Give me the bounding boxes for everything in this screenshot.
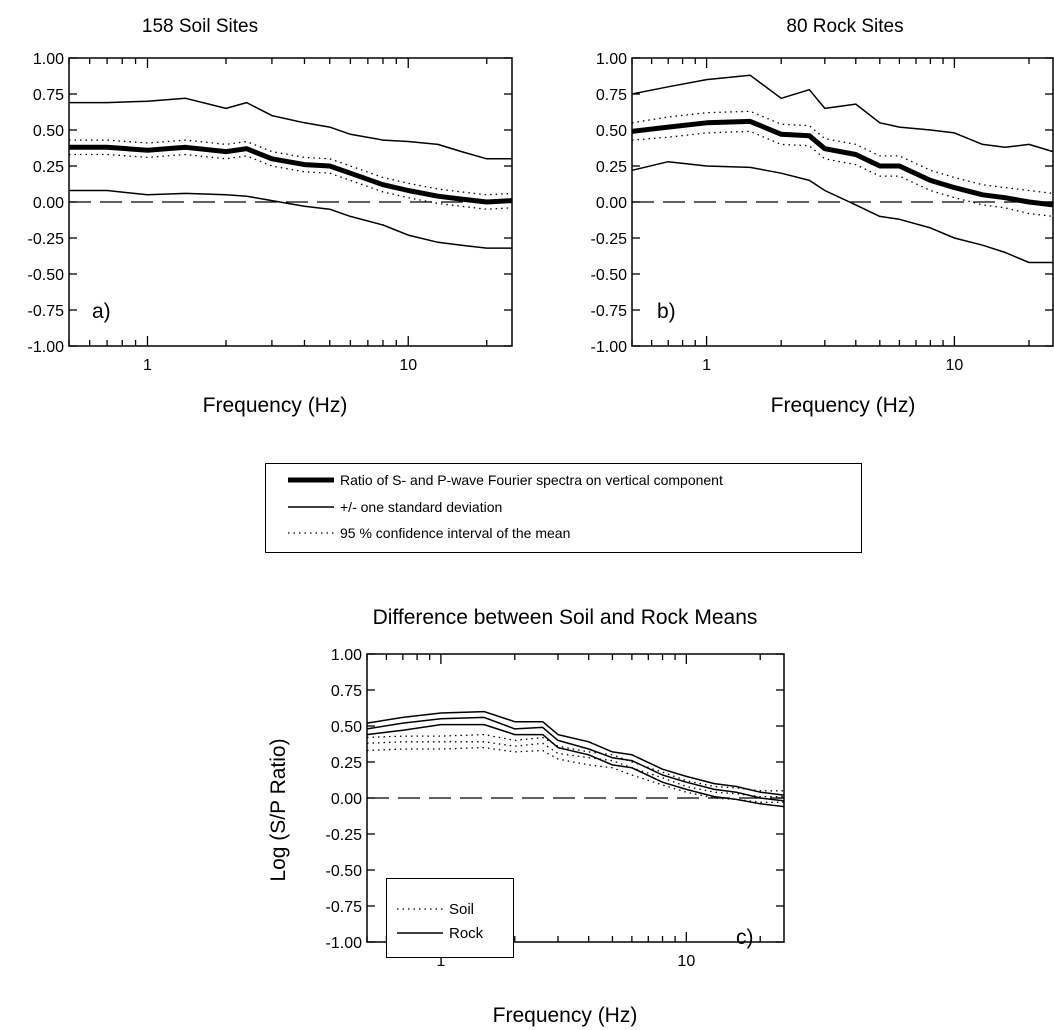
series-line-solid [69,189,512,249]
legend-c: Soil Rock [386,878,514,958]
thick-line-swatch [288,477,334,483]
panel-b-xlabel: Frequency (Hz) [771,394,916,417]
y-tick-label: -0.50 [591,267,628,284]
y-tick-label: -0.75 [28,303,65,320]
series-line-thick [631,118,1054,208]
dotted-line-swatch [288,532,334,534]
panel-a: 158 Soil Sites Frequency (Hz) a) 1.00 0.7… [28,16,513,417]
x-tick-label: 10 [399,357,417,374]
series-line-dotted [366,741,784,798]
y-tick-label: -0.50 [28,267,65,284]
x-tick-label: 1 [702,357,711,374]
y-tick-label: 0.75 [33,87,64,104]
y-tick-label: 0.75 [596,87,627,104]
y-tick-label: 0.50 [331,719,362,736]
legend-item-mean: Ratio of S- and P-wave Fourier spectra o… [288,470,723,490]
y-tick-label: 1.00 [33,51,64,68]
panel-a-xlabel: Frequency (Hz) [203,394,348,417]
panel-a-letter: a) [92,300,111,323]
series-line-solid [69,97,512,160]
y-tick-label: -0.25 [28,231,65,248]
legend-item-std: +/- one standard deviation [288,497,502,517]
y-tick-label: 0.25 [596,159,627,176]
series-line-solid [366,710,785,796]
series-line-solid [366,723,785,808]
y-tick-label: 0.25 [331,755,362,772]
legend-label: +/- one standard deviation [340,499,503,515]
panel-a-title: 158 Soil Sites [142,16,258,37]
y-tick-label: -0.25 [326,827,363,844]
y-tick-label: -1.00 [326,935,363,952]
y-tick-label: 1.00 [331,647,362,664]
panel-c-title: Difference between Soil and Rock Means [373,606,758,629]
y-tick-label: 0.00 [596,195,627,212]
legend-label: 95 % confidence interval of the mean [340,525,571,541]
panel-c-plot: 1.00 0.75 0.50 0.25 0.00 -0.25 -0.50 -0.75 -1.00… [326,647,785,970]
y-tick-label: 0.00 [331,791,362,808]
panel-c-letter: c) [736,926,754,949]
y-tick-label: -0.75 [326,899,363,916]
y-tick-label: 0.50 [33,123,64,140]
y-tick-label: -1.00 [28,339,65,356]
panel-c-ylabel: Log (S/P Ratio) [267,738,290,881]
panel-b-letter: b) [657,300,676,323]
x-tick-label: 1 [436,953,445,970]
y-tick-label: 0.00 [33,195,64,212]
legend-label: Soil [449,900,475,918]
legend: Ratio of S- and P-wave Fourier spectra o… [265,463,862,553]
y-tick-label: 1.00 [596,51,627,68]
y-tick-label: -0.50 [326,863,363,880]
panel-b-title: 80 Rock Sites [786,16,903,37]
y-tick-label: 0.25 [33,159,64,176]
series-line-solid [631,74,1054,153]
solid-line-swatch [397,932,443,934]
x-tick-label: 1 [143,357,152,374]
y-tick-label: -0.75 [591,303,628,320]
series-line-solid [366,716,785,802]
legend-label: Rock [449,924,484,942]
x-tick-label: 10 [677,953,695,970]
y-tick-label: -1.00 [591,339,628,356]
panel-a-plot: 1.00 0.75 0.50 0.25 0.00 -0.25 -0.50 -0.75 -1.00… [28,51,513,374]
legend-item-soil: Soil [397,899,474,919]
solid-line-swatch [288,506,334,508]
dotted-line-swatch [397,908,443,910]
y-tick-label: 0.50 [596,123,627,140]
panel-b-plot: 1.00 0.75 0.50 0.25 0.00 -0.25 -0.50 -0.75 -1.00… [591,51,1054,374]
series-line-solid [631,160,1053,264]
y-tick-label: 0.75 [331,683,362,700]
series-line-thick [69,144,513,205]
panel-c-xlabel: Frequency (Hz) [493,1004,638,1027]
legend-item-ci: 95 % confidence interval of the mean [288,523,570,543]
panel-b: 80 Rock Sites Frequency (Hz) b) 1.00 0.75… [591,16,1054,417]
y-tick-label: -0.25 [591,231,628,248]
legend-label: Ratio of S- and P-wave Fourier spectra o… [340,472,723,488]
series-line-dotted [631,130,1054,218]
legend-item-rock: Rock [397,923,483,943]
x-tick-label: 10 [945,357,963,374]
series-line-dotted [366,746,784,803]
series-line-dotted [366,733,784,792]
panel-c: Difference between Soil and Rock Means F… [267,606,785,1027]
